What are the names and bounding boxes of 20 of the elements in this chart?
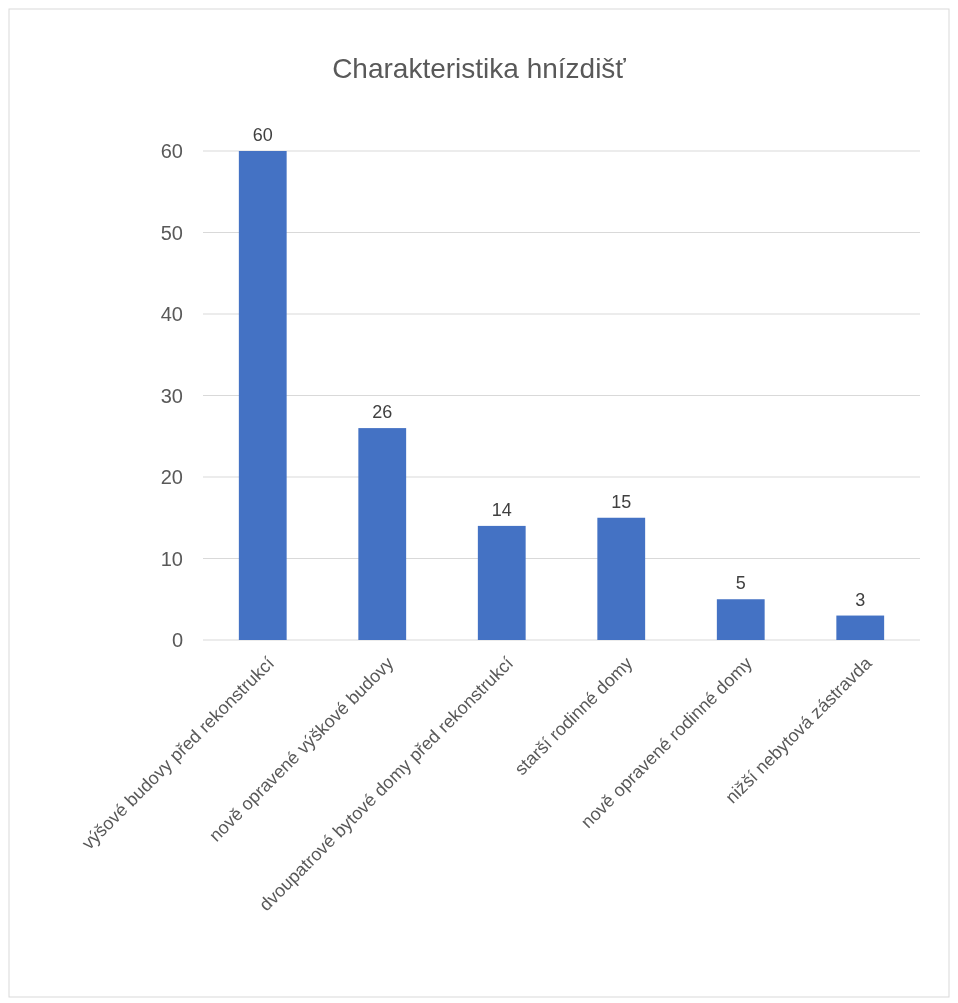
y-tick-label: 40 (160, 303, 183, 325)
data-label: 26 (372, 402, 393, 423)
data-label: 5 (735, 573, 746, 594)
y-tick-label: 50 (160, 221, 183, 244)
y-tick-label: 30 (160, 384, 183, 407)
y-tick-label: 60 (160, 140, 183, 162)
bar (716, 599, 765, 640)
bar (477, 525, 526, 640)
bar (238, 151, 287, 640)
bar (358, 428, 407, 640)
y-tick-label: 10 (160, 547, 183, 570)
data-label: 60 (252, 125, 273, 145)
data-label: 3 (855, 589, 866, 610)
y-tick-label: 0 (171, 629, 183, 651)
bar (836, 615, 885, 640)
y-tick-label: 20 (160, 466, 183, 488)
bar (597, 517, 646, 640)
chart-title: Charakteristika hnízdišť (332, 53, 627, 84)
data-label: 14 (491, 499, 512, 520)
data-label: 15 (611, 491, 632, 512)
